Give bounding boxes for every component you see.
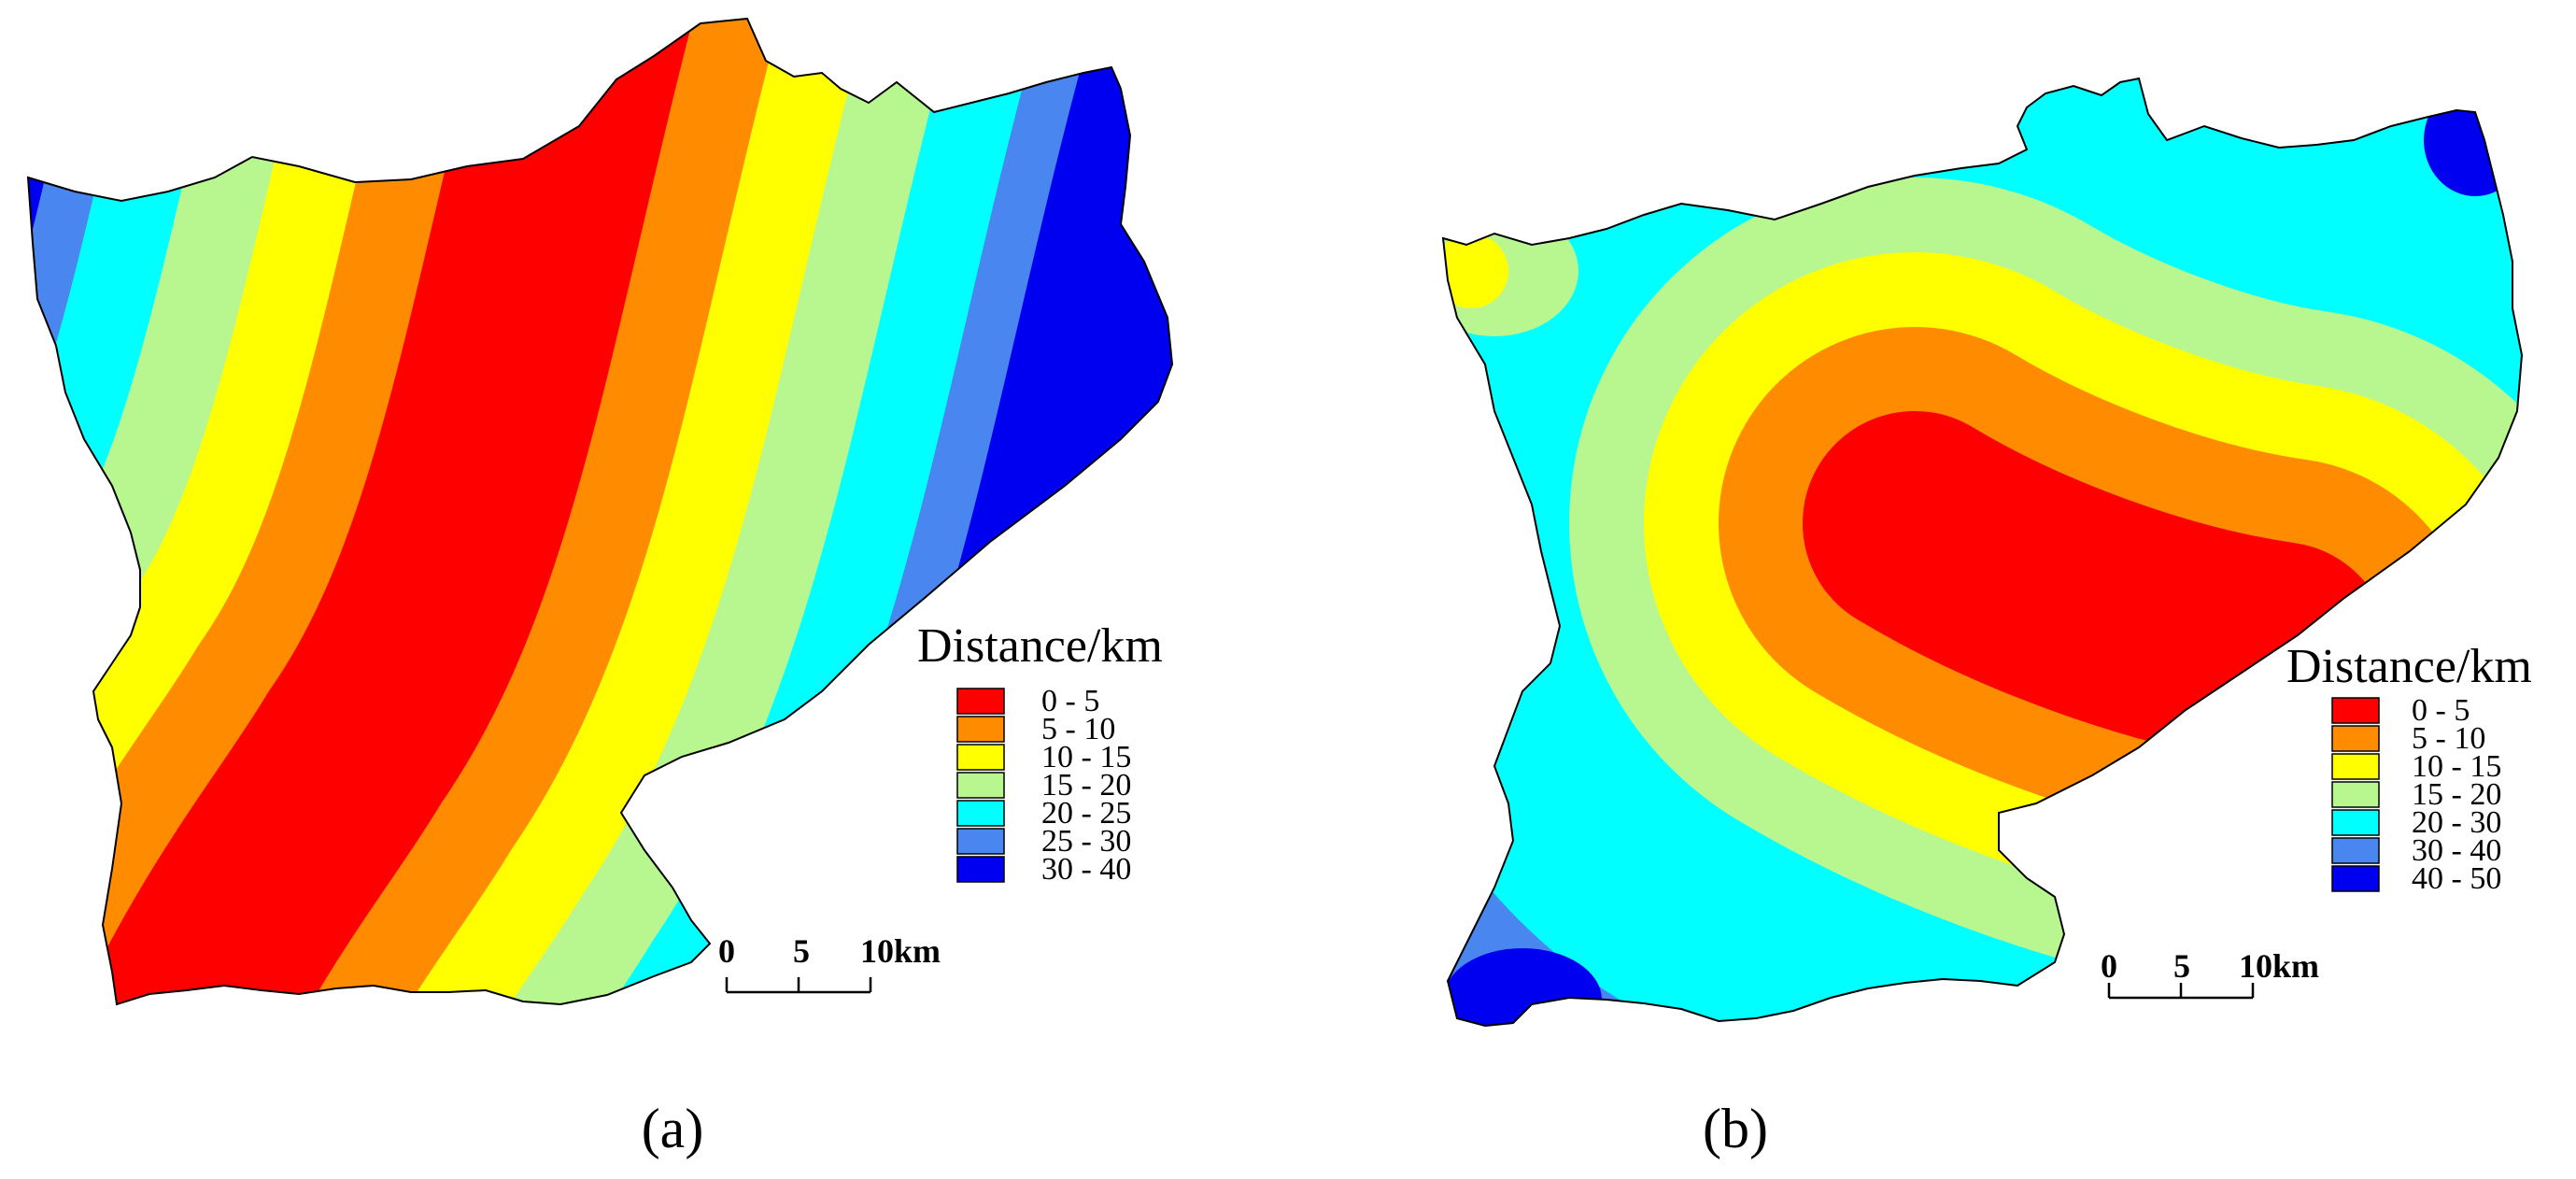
legend-title-a: Distance/km bbox=[917, 619, 1163, 673]
legend-label-b-6: 40 - 50 bbox=[2412, 861, 2501, 896]
scale-label-5-b: 5 bbox=[2173, 947, 2190, 985]
legend-label-a-4: 20 - 25 bbox=[1041, 796, 1131, 831]
legend-label-b-3: 15 - 20 bbox=[2412, 777, 2501, 812]
scale-label-5-a: 5 bbox=[793, 932, 810, 970]
legend-label-a-1: 5 - 10 bbox=[1041, 712, 1115, 746]
legend-label-b-2: 10 - 15 bbox=[2412, 749, 2501, 784]
legend-swatch-b-1 bbox=[2331, 725, 2380, 752]
legend-label-b-5: 30 - 40 bbox=[2412, 833, 2501, 868]
scale-bar-a: 0 5 10km bbox=[718, 932, 941, 994]
legend-label-b-1: 5 - 10 bbox=[2412, 721, 2485, 756]
legend-title-b: Distance/km bbox=[2286, 640, 2532, 693]
legend-swatch-a-3 bbox=[956, 772, 1005, 799]
legend-label-a-3: 15 - 20 bbox=[1041, 768, 1131, 803]
scale-label-10km-a: 10km bbox=[860, 932, 941, 970]
distance-map-b bbox=[1441, 77, 2524, 1028]
scale-label-10km-b: 10km bbox=[2239, 947, 2319, 985]
legend-swatch-a-5 bbox=[956, 828, 1005, 855]
legend-swatch-a-1 bbox=[956, 716, 1005, 743]
legend-swatch-b-4 bbox=[2331, 809, 2380, 836]
legend-label-b-4: 20 - 30 bbox=[2412, 805, 2501, 840]
legend-swatch-a-2 bbox=[956, 744, 1005, 771]
legend-label-a-0: 0 - 5 bbox=[1041, 684, 1099, 718]
caption-a: (a) bbox=[642, 1098, 704, 1159]
legend-swatch-b-5 bbox=[2331, 837, 2380, 864]
scale-bar-b: 0 5 10km bbox=[2101, 947, 2319, 1000]
scale-label-0-b: 0 bbox=[2101, 947, 2117, 985]
distance-map-a bbox=[26, 17, 1174, 1006]
legend-swatch-a-6 bbox=[956, 856, 1005, 883]
legend-swatch-a-0 bbox=[956, 688, 1005, 715]
caption-b: (b) bbox=[1703, 1098, 1768, 1159]
legend-swatch-b-6 bbox=[2331, 865, 2380, 892]
legend-swatch-b-2 bbox=[2331, 753, 2380, 780]
legend-label-a-5: 25 - 30 bbox=[1041, 824, 1131, 859]
region-boundary-b bbox=[1441, 77, 2524, 1028]
legend-swatch-a-4 bbox=[956, 800, 1005, 827]
region-boundary-a bbox=[26, 17, 1174, 1006]
legend-label-a-6: 30 - 40 bbox=[1041, 852, 1131, 887]
scale-label-0-a: 0 bbox=[718, 932, 735, 970]
legend-swatch-b-0 bbox=[2331, 697, 2380, 724]
legend-label-b-0: 0 - 5 bbox=[2412, 693, 2470, 728]
legend-swatch-b-3 bbox=[2331, 781, 2380, 808]
legend-label-a-2: 10 - 15 bbox=[1041, 740, 1131, 774]
